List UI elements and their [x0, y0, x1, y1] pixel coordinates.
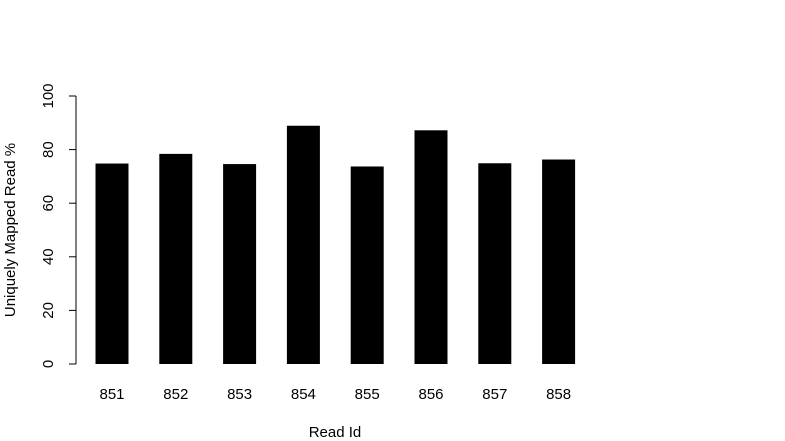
y-axis: 0 20 40 60 80 100	[40, 83, 77, 368]
y-tick-label: 100	[40, 83, 57, 108]
bars-group	[95, 125, 576, 364]
bar-851	[95, 163, 129, 364]
y-axis-title: Uniquely Mapped Read %	[2, 143, 19, 317]
x-tick-labels: 851 852 853 854 855 856 857 858	[99, 386, 571, 403]
bar-856	[414, 130, 448, 364]
x-tick-label-853: 853	[227, 386, 252, 403]
x-tick-label-857: 857	[482, 386, 507, 403]
x-tick-label-854: 854	[291, 386, 316, 403]
x-tick-label-855: 855	[355, 386, 380, 403]
x-tick-label-852: 852	[163, 386, 188, 403]
bar-854	[286, 125, 320, 364]
x-axis-title: Read Id	[309, 424, 362, 441]
x-tick-label-851: 851	[99, 386, 124, 403]
bar-853	[223, 164, 257, 364]
y-tick-label: 20	[40, 302, 57, 319]
bar-855	[350, 166, 384, 364]
bar-858	[542, 159, 576, 364]
y-tick-label: 60	[40, 195, 57, 212]
y-tick-label: 80	[40, 141, 57, 158]
x-tick-label-858: 858	[546, 386, 571, 403]
bar-852	[159, 153, 193, 364]
x-tick-label-856: 856	[418, 386, 443, 403]
bar-857	[478, 163, 512, 364]
y-tick-label: 40	[40, 248, 57, 265]
y-tick-label: 0	[40, 360, 57, 368]
